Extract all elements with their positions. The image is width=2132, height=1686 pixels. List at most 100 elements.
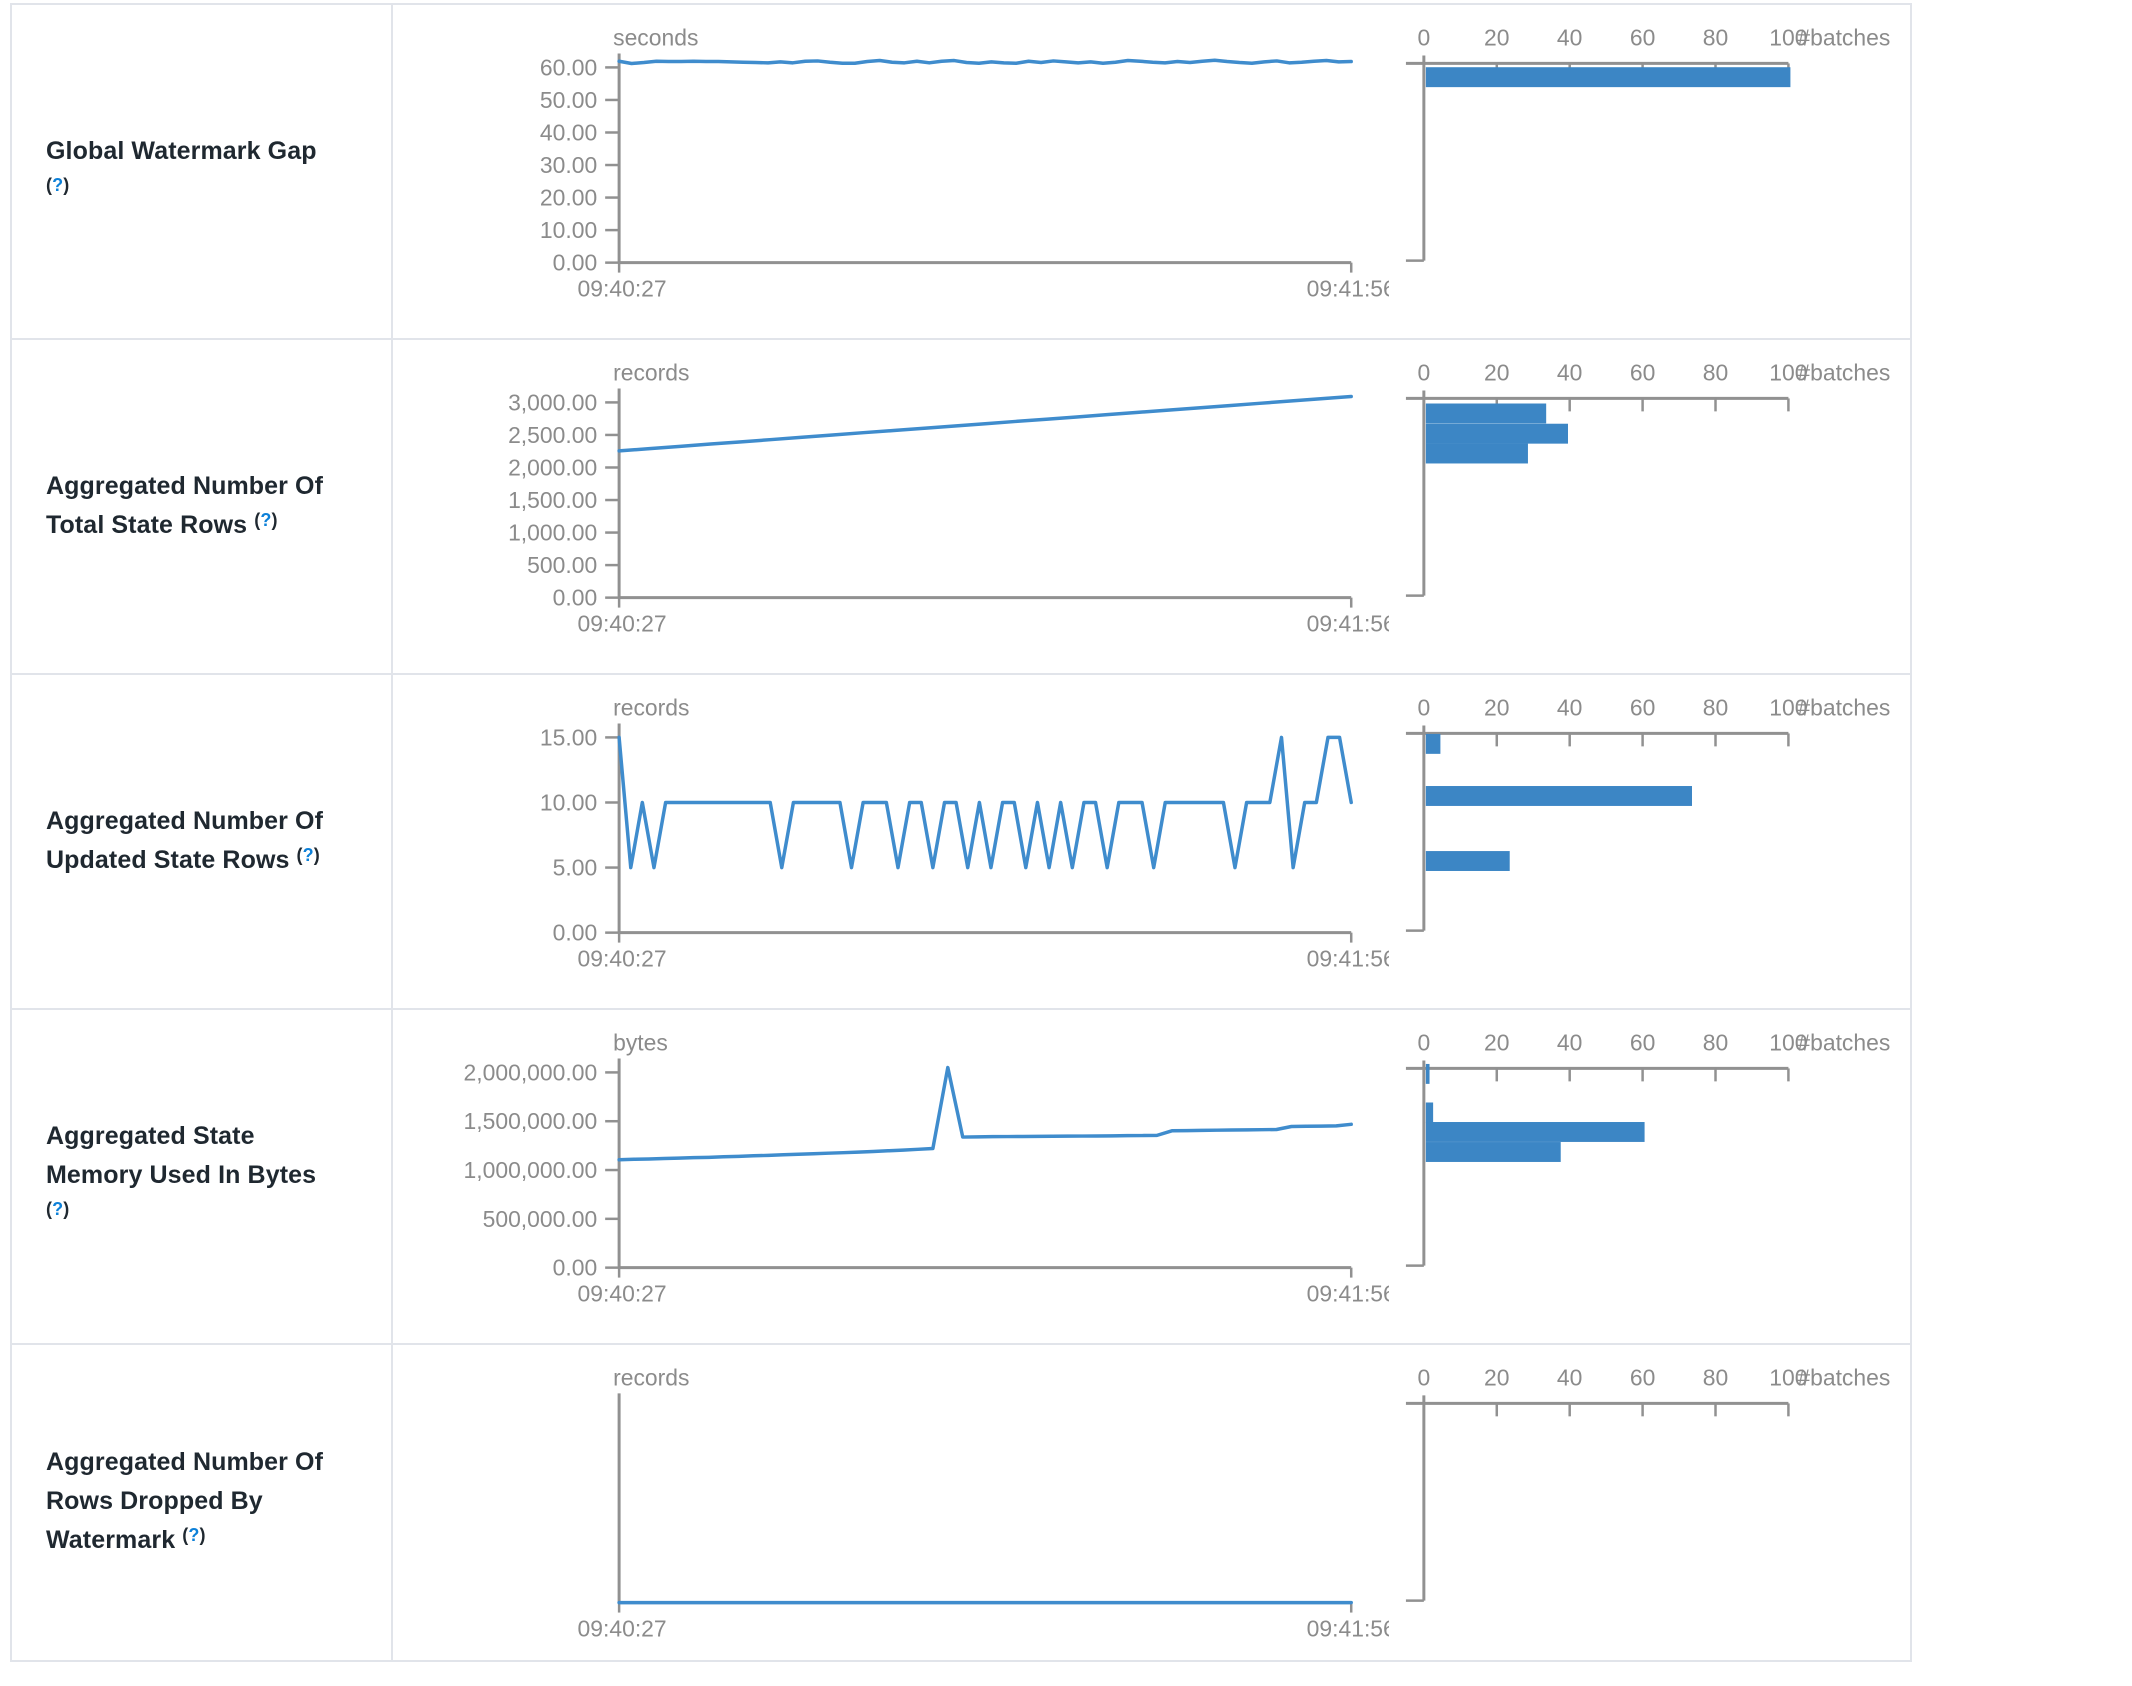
histogram-bar — [1425, 67, 1791, 88]
histogram-unit-label: #batches — [1797, 1364, 1890, 1390]
timeline-y-tick-label: 15.00 — [540, 724, 597, 750]
streaming-metrics-table: Global Watermark Gap (?) seconds 60.00 50.00… — [10, 3, 1912, 1662]
metric-label-line: Memory Used In Bytes — [46, 1161, 317, 1189]
timeline-end-time-label: 09:41:56 — [1307, 611, 1389, 637]
metric-row: Global Watermark Gap (?) seconds 60.00 50.00… — [12, 5, 1910, 340]
metric-label-line: Aggregated Number Of — [46, 806, 324, 835]
timeline-y-tick-label: 60.00 — [540, 54, 597, 80]
timeline-y-tick-label: 1,500,000.00 — [464, 1108, 598, 1134]
timeline-y-tick-label: 5.00 — [553, 855, 598, 881]
help-link[interactable]: ? — [52, 174, 64, 195]
help-badge: (?) — [296, 844, 320, 865]
histogram-x-tick-label: 80 — [1703, 1364, 1728, 1390]
timeline-y-tick-label: 20.00 — [540, 185, 597, 211]
timeline-chart: records 09:40:27 09:41:56 — [578, 1364, 1390, 1641]
timeline-chart: bytes 2,000,000.00 1,500,000.00 1,000,000.0… — [464, 1029, 1390, 1307]
timeline-y-tick-label: 500,000.00 — [483, 1206, 598, 1232]
metric-label-cell: Aggregated Number Of Total State Rows (?) — [12, 340, 393, 673]
help-link[interactable]: ? — [188, 1525, 200, 1545]
help-badge: (?) — [46, 1199, 70, 1219]
metric-label-line: (?) — [46, 1195, 391, 1236]
histogram-x-tick-label: 100 — [1769, 1364, 1807, 1390]
timeline-chart: records 3,000.00 2,500.00 2,000.00 1,500.00 1… — [508, 359, 1389, 637]
histogram-unit-label: #batches — [1797, 1029, 1890, 1055]
histogram-chart: 0 20 40 60 80 100#batches — [1405, 359, 1890, 597]
histogram-x-tick-label: 100 — [1769, 1029, 1807, 1055]
timeline-y-tick-label: 1,000,000.00 — [464, 1157, 598, 1183]
histogram-bar — [1425, 1142, 1561, 1162]
timeline-y-tick-label: 30.00 — [540, 152, 597, 178]
histogram-x-tick-label: 40 — [1557, 359, 1582, 385]
metric-charts-cell: seconds 60.00 50.00 40.00 30.00 20.00 10.00 0.0… — [393, 5, 1910, 338]
help-link[interactable]: ? — [302, 844, 314, 865]
histogram-x-tick-label: 40 — [1557, 1364, 1582, 1390]
histogram-bar — [1425, 786, 1693, 806]
timeline-start-time-label: 09:40:27 — [578, 276, 667, 302]
timeline-line — [617, 394, 1353, 453]
metric-label-line: Aggregated State — [46, 1122, 255, 1150]
timeline-y-tick-label: 1,000.00 — [508, 520, 597, 546]
timeline-y-tick-label: 1,500.00 — [508, 487, 597, 513]
help-badge: (?) — [182, 1525, 206, 1545]
histogram-x-tick-label: 60 — [1630, 359, 1655, 385]
timeline-start-time-label: 09:40:27 — [578, 1281, 667, 1307]
timeline-y-tick-label: 2,000,000.00 — [464, 1059, 598, 1085]
help-link[interactable]: ? — [260, 509, 272, 530]
histogram-unit-label: #batches — [1797, 694, 1890, 720]
metric-charts-cell: records 09:40:27 09:41:56 0 20 40 60 80 100 #batc… — [393, 1345, 1910, 1660]
help-badge: (?) — [46, 174, 70, 195]
histogram-x-tick-label: 100 — [1769, 694, 1807, 720]
histogram-x-tick-label: 0 — [1418, 1364, 1431, 1390]
metric-row: Aggregated State Memory Used In Bytes (?) b… — [12, 1010, 1910, 1345]
help-badge: (?) — [254, 509, 278, 530]
metric-label-cell: Global Watermark Gap (?) — [12, 5, 393, 338]
timeline-unit-label: records — [613, 359, 689, 385]
metric-label-cell: Aggregated State Memory Used In Bytes (?) — [12, 1010, 393, 1343]
histogram-bar — [1425, 423, 1569, 444]
metric-label-line: Global Watermark Gap — [46, 136, 317, 165]
histogram-bar — [1425, 443, 1529, 464]
timeline-unit-label: seconds — [613, 24, 698, 50]
histogram-x-tick-label: 20 — [1484, 1364, 1509, 1390]
metric-label-line: Aggregated Number Of — [46, 471, 324, 500]
metric-row: Aggregated Number Of Rows Dropped By Water… — [12, 1345, 1910, 1660]
timeline-y-tick-label: 0.00 — [553, 1255, 598, 1281]
histogram-x-tick-label: 20 — [1484, 1029, 1509, 1055]
metric-label-line: Updated State Rows (?) — [46, 844, 320, 874]
metric-row: Aggregated Number Of Updated State Rows (… — [12, 675, 1910, 1010]
histogram-x-tick-label: 40 — [1557, 1029, 1582, 1055]
histogram-x-tick-label: 60 — [1630, 1029, 1655, 1055]
metric-label-cell: Aggregated Number Of Updated State Rows (… — [12, 675, 393, 1008]
metric-label-cell: Aggregated Number Of Rows Dropped By Water… — [12, 1345, 393, 1660]
histogram-x-tick-label: 20 — [1484, 24, 1509, 50]
histogram-x-tick-label: 100 — [1769, 359, 1807, 385]
timeline-y-tick-label: 500.00 — [527, 552, 597, 578]
histogram-x-tick-label: 20 — [1484, 694, 1509, 720]
histogram-bar — [1425, 1122, 1645, 1142]
timeline-y-tick-label: 2,500.00 — [508, 422, 597, 448]
histogram-x-tick-label: 0 — [1418, 359, 1431, 385]
metric-charts-cell: bytes 2,000,000.00 1,500,000.00 1,000,000.0… — [393, 1010, 1910, 1343]
histogram-bar — [1425, 851, 1510, 871]
histogram-chart: 0 20 40 60 80 100#batches — [1405, 1029, 1890, 1267]
timeline-unit-label: records — [613, 1364, 689, 1390]
timeline-end-time-label: 09:41:56 — [1307, 1615, 1389, 1641]
timeline-unit-label: bytes — [613, 1029, 668, 1055]
histogram-x-tick-label: 80 — [1703, 694, 1728, 720]
timeline-line — [617, 735, 1353, 870]
histogram-bar — [1425, 733, 1441, 754]
histogram-x-tick-label: 0 — [1418, 1029, 1431, 1055]
histogram-x-tick-label: 40 — [1557, 694, 1582, 720]
metric-row: Aggregated Number Of Total State Rows (?)… — [12, 340, 1910, 675]
timeline-y-tick-label: 40.00 — [540, 119, 597, 145]
timeline-end-time-label: 09:41:56 — [1307, 946, 1389, 972]
timeline-start-time-label: 09:40:27 — [578, 946, 667, 972]
help-link[interactable]: ? — [52, 1199, 64, 1219]
timeline-line — [617, 1065, 1353, 1162]
metric-label-line: Watermark (?) — [46, 1525, 206, 1554]
timeline-end-time-label: 09:41:56 — [1307, 1281, 1389, 1307]
timeline-unit-label: records — [613, 694, 689, 720]
timeline-y-tick-label: 10.00 — [540, 789, 597, 815]
